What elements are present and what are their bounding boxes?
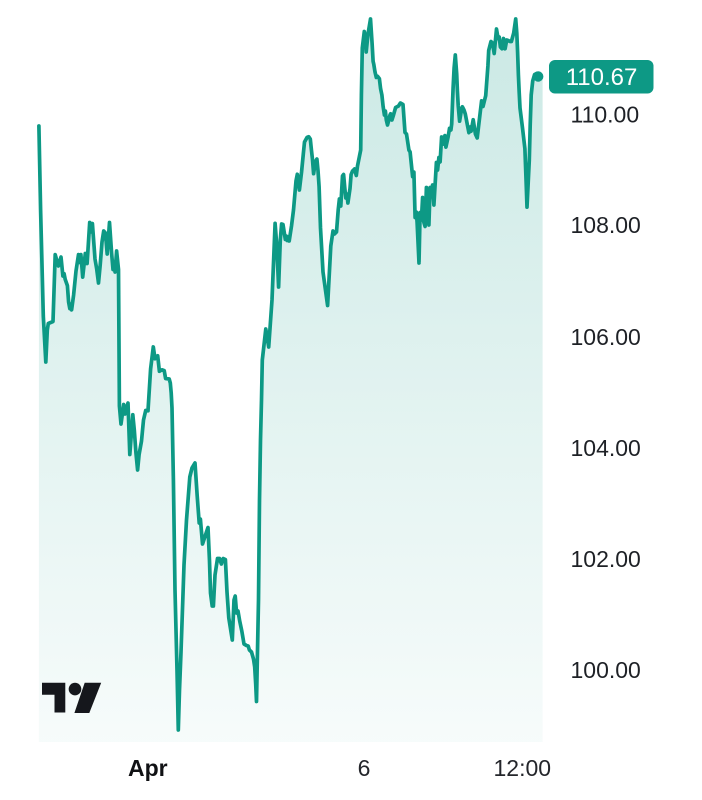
svg-text:12:00: 12:00	[494, 755, 552, 781]
svg-text:104.00: 104.00	[571, 435, 641, 461]
svg-text:108.00: 108.00	[571, 212, 641, 238]
svg-text:102.00: 102.00	[571, 546, 641, 572]
svg-text:Apr: Apr	[128, 755, 168, 781]
svg-text:106.00: 106.00	[571, 324, 641, 350]
svg-text:110.67: 110.67	[566, 64, 638, 91]
svg-text:100.00: 100.00	[571, 657, 641, 683]
svg-text:110.00: 110.00	[571, 102, 640, 128]
svg-text:6: 6	[358, 755, 371, 781]
